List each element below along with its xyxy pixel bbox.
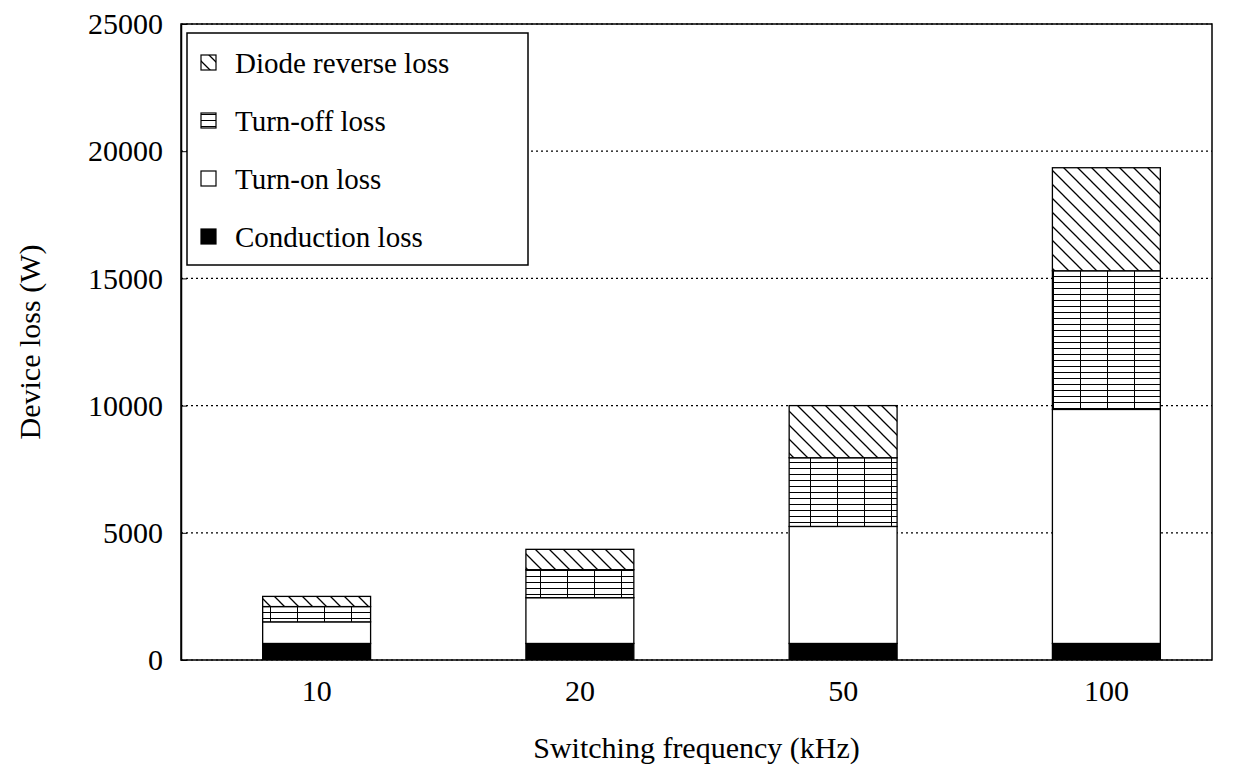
x-tick: 50	[828, 674, 858, 707]
legend-label: Conduction loss	[235, 221, 423, 253]
y-tick-label: 5000	[103, 516, 163, 549]
y-tick-mark	[181, 406, 187, 407]
bar-segment	[263, 596, 371, 606]
bar-segment	[789, 643, 897, 660]
y-axis-line	[181, 25, 183, 661]
y-tick-mark	[181, 533, 187, 534]
bar-segment	[1052, 409, 1160, 643]
bar-segment	[526, 570, 634, 598]
y-axis: 0 5000 10000 15000 20000 25000	[88, 7, 187, 676]
x-axis-title: Switching frequency (kHz)	[533, 731, 860, 765]
y-tick-label: 10000	[88, 389, 163, 422]
y-tick-mark	[181, 660, 187, 661]
y-axis-title: Device loss (W)	[13, 245, 47, 440]
series-bars	[263, 409, 1161, 643]
bar-segment	[789, 526, 897, 643]
bar-segment	[789, 406, 897, 458]
y-tick-mark	[181, 24, 187, 25]
series-bars	[263, 643, 1161, 660]
bar-segment	[526, 643, 634, 660]
x-tick-label: 100	[1084, 674, 1129, 707]
y-tick-mark	[181, 151, 187, 152]
y-tick: 5000	[103, 516, 187, 549]
legend-swatch	[201, 55, 216, 70]
x-tick-label: 50	[828, 674, 858, 707]
y-tick: 25000	[88, 7, 187, 40]
legend-swatch	[201, 113, 216, 128]
legend-label: Turn-off loss	[235, 105, 386, 137]
legend-swatch	[201, 171, 216, 186]
y-tick-label: 0	[148, 643, 163, 676]
bar-segment	[1052, 271, 1160, 410]
bar-segment	[263, 622, 371, 644]
bar-segment	[263, 607, 371, 622]
series-bars	[263, 271, 1161, 622]
y-tick: 15000	[88, 262, 187, 295]
y-tick: 20000	[88, 134, 187, 167]
x-tick-label: 10	[302, 674, 332, 707]
legend-box	[187, 33, 528, 265]
y-tick-label: 25000	[88, 7, 163, 40]
y-tick-label: 20000	[88, 134, 163, 167]
x-tick-label: 20	[565, 674, 595, 707]
y-tick-mark	[181, 278, 187, 279]
bar-segment	[263, 643, 371, 660]
legend-label: Turn-on loss	[235, 163, 381, 195]
bar-segment	[1052, 168, 1160, 271]
y-tick-label: 15000	[88, 262, 163, 295]
bar-segment	[526, 549, 634, 569]
x-tick: 10	[302, 674, 332, 707]
x-tick: 100	[1084, 674, 1129, 707]
legend: Diode reverse loss Turn-off loss Turn-on l…	[187, 33, 528, 265]
bar-segment	[526, 598, 634, 644]
legend-swatch	[201, 229, 216, 244]
x-axis: 10 20 50 100	[302, 674, 1129, 707]
y-tick: 10000	[88, 389, 187, 422]
y-tick: 0	[148, 643, 187, 676]
grid	[181, 24, 1212, 660]
x-tick: 20	[565, 674, 595, 707]
plot-frame	[181, 24, 1212, 660]
bar-segment	[1052, 643, 1160, 660]
bar-segment	[789, 458, 897, 527]
legend-label: Diode reverse loss	[235, 47, 449, 79]
